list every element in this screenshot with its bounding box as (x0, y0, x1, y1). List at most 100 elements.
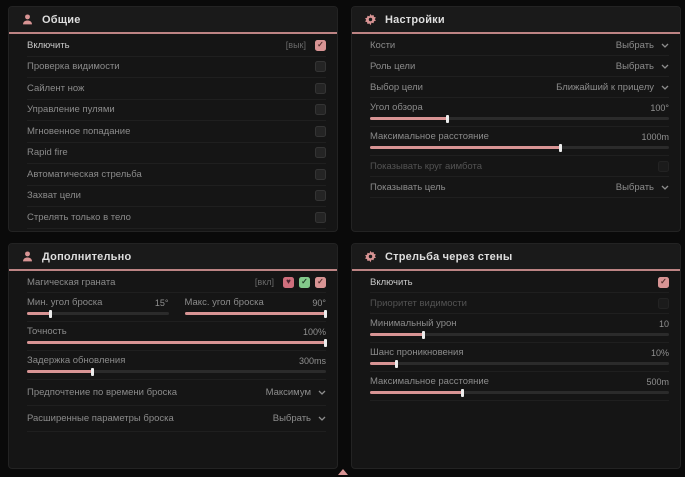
bottom-arrow-icon[interactable] (337, 469, 348, 475)
slider-label: Минимальный урон (370, 318, 457, 329)
auto-fire-checkbox[interactable]: ✓ (315, 168, 326, 180)
accuracy-slider[interactable] (27, 338, 327, 347)
max-distance-slider[interactable] (370, 388, 669, 397)
menu-item-magic-grenade[interactable]: Магическая граната [вкл] ♥ ✓ ✓ (27, 272, 326, 293)
check-icon: ✓ (660, 277, 667, 286)
menu-item-bones[interactable]: Кости Выбрать (370, 35, 669, 56)
throw-time-select[interactable]: Максимум (266, 387, 326, 398)
max-throw-angle-slider[interactable] (184, 309, 327, 318)
menu-item-show-aimbot-circle[interactable]: Показывать круг аимбота ✓ (370, 156, 669, 177)
menu-item-throw-time-preference[interactable]: Предпочтение по времени броска Максимум (27, 380, 326, 406)
slider-fill (27, 367, 94, 376)
menu-item-bullet-control[interactable]: Управление пулями ✓ (27, 100, 326, 121)
enable-checkbox[interactable]: ✓ (315, 39, 326, 51)
menu-item-visibility-priority[interactable]: Приоритет видимости ✓ (370, 293, 669, 314)
slider-handle[interactable] (324, 309, 327, 318)
menu-item-body-only[interactable]: Стрелять только в тело ✓ (27, 207, 326, 229)
menu-item-target-lock[interactable]: Захват цели ✓ (27, 186, 326, 207)
panel-settings-body: Кости Выбрать Роль цели Выбрать Выбор це… (352, 34, 680, 198)
slider-value: 100° (650, 102, 669, 113)
menu-item-instant-hit[interactable]: Мгновенное попадание ✓ (27, 121, 326, 143)
max-distance-slider[interactable] (370, 143, 669, 152)
menu-item-label: Кости (370, 39, 396, 51)
panel-settings: Настройки Кости Выбрать Роль цели Выбрат… (351, 6, 681, 232)
check-icon: ✓ (301, 277, 308, 286)
menu-item-min-damage: Минимальный урон 10 (370, 314, 669, 343)
heart-toggle-icon[interactable]: ♥ (283, 276, 294, 288)
show-aimbot-circle-checkbox[interactable]: ✓ (658, 160, 669, 172)
menu-item-silent-knife[interactable]: Сайлент нож ✓ (27, 78, 326, 100)
fov-slider[interactable] (370, 114, 669, 123)
advanced-throw-params-select[interactable]: Выбрать (273, 413, 326, 424)
menu-item-max-distance: Максимальное расстояние 500m (370, 372, 669, 401)
silent-knife-checkbox[interactable]: ✓ (315, 82, 326, 94)
slider-value: 1000m (641, 131, 669, 142)
panel-general-body: Включить [вык] ✓ Проверка видимости ✓ Са… (9, 34, 337, 229)
menu-item-enable[interactable]: Включить [вык] ✓ (27, 35, 326, 57)
keybind-label: [вык] (285, 40, 306, 51)
slider-fill (370, 359, 398, 368)
slider-handle[interactable] (559, 143, 563, 152)
menu-item-target-selection[interactable]: Выбор цели Ближайший к прицелу (370, 77, 669, 98)
slider-handle[interactable] (445, 114, 449, 123)
instant-hit-checkbox[interactable]: ✓ (315, 125, 326, 137)
enable-checkbox[interactable]: ✓ (658, 276, 669, 288)
slider-handle[interactable] (49, 309, 53, 318)
slider-handle[interactable] (394, 359, 398, 368)
menu-item-label: Rapid fire (27, 147, 68, 159)
min-damage-slider[interactable] (370, 330, 669, 339)
show-target-select[interactable]: Выбрать (616, 182, 669, 193)
menu-item-label: Приоритет видимости (370, 297, 467, 309)
panel-general: Общие Включить [вык] ✓ Проверка видимост… (8, 6, 338, 232)
slider-handle[interactable] (460, 388, 464, 397)
slider-fill (370, 330, 425, 339)
menu-item-max-throw-angle: Макс. угол броска 90° (184, 293, 327, 321)
slider-label: Шанс проникновения (370, 347, 464, 358)
rapid-fire-checkbox[interactable]: ✓ (315, 147, 326, 159)
slider-label: Угол обзора (370, 102, 423, 113)
target-role-select[interactable]: Выбрать (616, 61, 669, 72)
penetration-chance-slider[interactable] (370, 359, 669, 368)
menu-item-target-role[interactable]: Роль цели Выбрать (370, 56, 669, 77)
menu-item-rapid-fire[interactable]: Rapid fire ✓ (27, 143, 326, 164)
gear-icon (364, 13, 377, 26)
menu-item-auto-fire[interactable]: Автоматическая стрельба ✓ (27, 164, 326, 186)
menu-item-label: Захват цели (27, 190, 81, 202)
menu-item-label: Управление пулями (27, 104, 115, 116)
slider-handle[interactable] (421, 330, 425, 339)
menu-item-update-delay: Задержка обновления 300ms (27, 351, 326, 380)
menu-item-label: Сайлент нож (27, 82, 85, 94)
person-icon (21, 250, 34, 263)
menu-item-enable[interactable]: Включить ✓ (370, 272, 669, 293)
slider-fill (27, 338, 327, 347)
target-lock-checkbox[interactable]: ✓ (315, 190, 326, 202)
visibility-check-checkbox[interactable]: ✓ (315, 61, 326, 73)
keybind-label: [вкл] (254, 277, 274, 287)
green-check-toggle-icon[interactable]: ✓ (299, 276, 310, 288)
slider-fill (370, 388, 464, 397)
target-selection-select[interactable]: Ближайший к прицелу (556, 82, 669, 93)
slider-label: Максимальное расстояние (370, 131, 489, 142)
select-value: Ближайший к прицелу (556, 81, 654, 93)
menu-item-fov: Угол обзора 100° (370, 98, 669, 127)
body-only-checkbox[interactable]: ✓ (315, 211, 326, 223)
slider-fill (370, 114, 449, 123)
slider-label: Макс. угол броска (184, 297, 264, 308)
menu-item-visibility-check[interactable]: Проверка видимости ✓ (27, 57, 326, 78)
menu-item-show-target[interactable]: Показывать цель Выбрать (370, 177, 669, 198)
panel-wallbang: Стрельба через стены Включить ✓ Приорите… (351, 243, 681, 469)
slider-handle[interactable] (90, 367, 94, 376)
min-throw-angle-slider[interactable] (27, 309, 169, 318)
menu-item-advanced-throw-params[interactable]: Расширенные параметры броска Выбрать (27, 406, 326, 432)
panel-title: Общие (42, 13, 81, 26)
bullet-control-checkbox[interactable]: ✓ (315, 104, 326, 116)
slider-handle[interactable] (324, 338, 327, 347)
throw-angle-columns: Мин. угол броска 15° Макс. угол броска 9… (27, 293, 327, 322)
bones-select[interactable]: Выбрать (616, 40, 669, 51)
chevron-down-icon (661, 85, 669, 90)
update-delay-slider[interactable] (27, 367, 326, 376)
visibility-priority-checkbox[interactable]: ✓ (658, 297, 669, 309)
magic-grenade-checkbox[interactable]: ✓ (315, 276, 326, 288)
panel-additional-header: Дополнительно (9, 244, 337, 271)
